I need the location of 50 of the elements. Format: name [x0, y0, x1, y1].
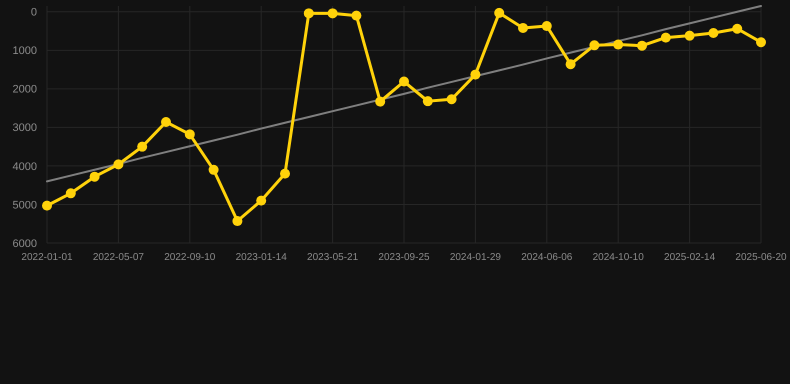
- x-tick-label: 2022-05-07: [92, 252, 144, 263]
- point: [90, 172, 100, 182]
- point: [328, 8, 338, 18]
- point: [470, 70, 480, 80]
- point: [184, 129, 195, 140]
- point: [280, 168, 290, 179]
- point: [351, 10, 362, 21]
- y-tick-label: 1000: [12, 45, 37, 58]
- y-tick-label: 6000: [12, 238, 37, 250]
- point: [494, 8, 504, 18]
- x-tick-label: 2022-09-10: [164, 252, 216, 263]
- x-tick-label: 2025-02-14: [664, 252, 716, 263]
- point: [542, 21, 552, 32]
- point: [684, 30, 695, 41]
- point: [589, 40, 600, 50]
- point: [137, 142, 148, 152]
- point: [375, 96, 386, 107]
- x-tick-label: 2024-10-10: [592, 252, 644, 263]
- point: [42, 200, 52, 211]
- y-tick-label: 0: [30, 6, 37, 19]
- point: [613, 40, 624, 50]
- y-tick-label: 3000: [12, 122, 37, 134]
- point: [518, 22, 528, 33]
- point: [399, 76, 409, 87]
- x-tick-label: 2023-09-25: [378, 252, 430, 263]
- y-tick-label: 4000: [12, 160, 37, 173]
- x-tick-label: 2023-01-14: [236, 252, 288, 263]
- point: [660, 32, 671, 43]
- y-tick-label: 5000: [12, 199, 37, 212]
- point: [256, 196, 266, 206]
- x-tick-label: 2023-05-21: [307, 252, 359, 263]
- point: [161, 116, 171, 127]
- point: [422, 96, 433, 106]
- point: [66, 188, 76, 198]
- point: [756, 37, 766, 48]
- x-tick-label: 2024-06-06: [521, 252, 573, 263]
- point: [446, 94, 457, 104]
- x-tick-label: 2025-06-20: [735, 252, 788, 263]
- point: [232, 216, 242, 226]
- point: [304, 8, 314, 18]
- x-tick-label: 2022-01-01: [21, 252, 74, 263]
- x-tick-label: 2024-01-29: [450, 252, 502, 263]
- point: [208, 164, 219, 175]
- point: [113, 159, 124, 170]
- y-tick-label: 2000: [12, 84, 37, 96]
- point: [732, 24, 742, 34]
- point: [566, 59, 576, 70]
- point: [708, 28, 718, 38]
- line-series: [46, 5, 762, 182]
- point: [637, 40, 647, 51]
